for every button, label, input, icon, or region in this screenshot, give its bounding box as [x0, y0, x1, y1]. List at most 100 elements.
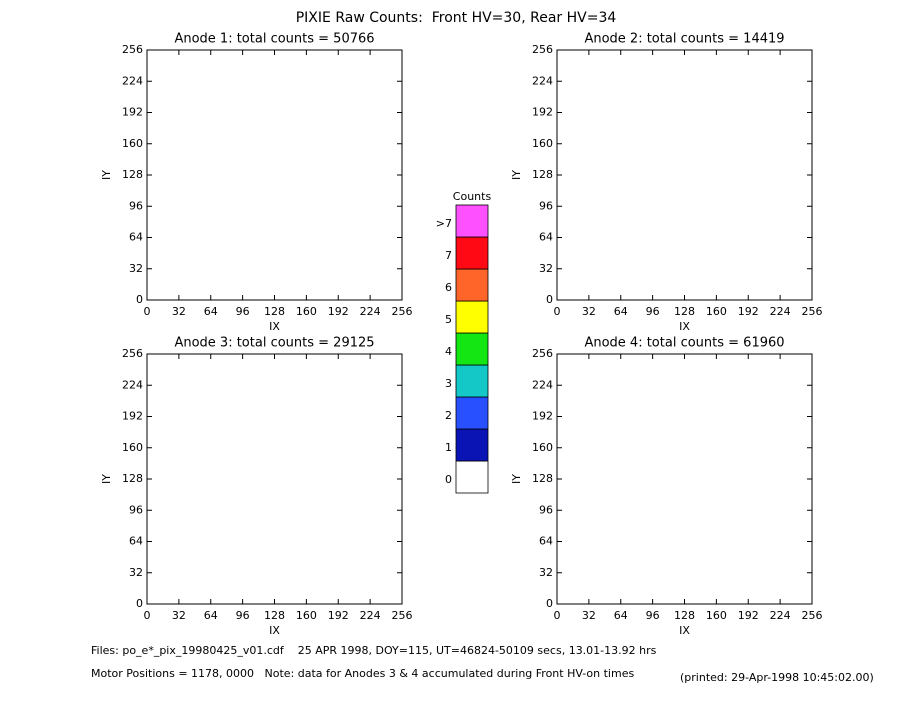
y-tick-label: 160 [532, 441, 553, 454]
y-tick-label: 128 [122, 472, 143, 485]
y-tick-label: 224 [122, 74, 143, 87]
x-tick-label: 192 [328, 609, 349, 622]
x-tick-label: 32 [582, 305, 596, 318]
x-tick-label: 224 [770, 305, 791, 318]
x-tick-label: 0 [554, 609, 561, 622]
plot-area [146, 353, 403, 605]
x-tick-label: 224 [770, 609, 791, 622]
x-axis-label: IX [679, 320, 690, 333]
y-tick-label: 96 [129, 503, 143, 516]
y-tick-label: 256 [122, 347, 143, 360]
colorbar-label: 2 [445, 409, 452, 422]
x-axis-label: IX [269, 624, 280, 637]
x-axis-label: IX [679, 624, 690, 637]
x-tick-label: 32 [172, 609, 186, 622]
y-tick-label: 192 [532, 106, 553, 119]
y-tick-label: 192 [122, 410, 143, 423]
plot-title: Anode 4: total counts = 61960 [584, 336, 784, 351]
x-tick-label: 32 [582, 609, 596, 622]
x-tick-label: 0 [144, 305, 151, 318]
y-tick-label: 64 [129, 535, 143, 548]
y-tick-label: 96 [539, 503, 553, 516]
y-tick-label: 0 [136, 597, 143, 610]
colorbar-box [455, 300, 489, 334]
x-tick-label: 128 [674, 609, 695, 622]
x-tick-label: 256 [392, 609, 413, 622]
y-tick-label: 64 [539, 535, 553, 548]
y-axis-label: IY [510, 474, 523, 484]
x-tick-label: 160 [296, 609, 317, 622]
x-tick-label: 224 [360, 305, 381, 318]
x-tick-label: 128 [264, 609, 285, 622]
x-tick-label: 256 [802, 305, 823, 318]
y-tick-label: 128 [122, 168, 143, 181]
colorbar-title: Counts [453, 190, 492, 203]
x-tick-label: 192 [738, 305, 759, 318]
colorbar-box [455, 204, 489, 238]
colorbar-box [455, 364, 489, 398]
y-tick-label: 224 [532, 74, 553, 87]
x-tick-label: 128 [674, 305, 695, 318]
y-axis-label: IY [100, 474, 113, 484]
y-tick-label: 160 [122, 137, 143, 150]
plot-area [556, 49, 813, 301]
colorbar-box [455, 268, 489, 302]
colorbar-box [455, 460, 489, 494]
y-tick-label: 32 [539, 262, 553, 275]
x-tick-label: 192 [328, 305, 349, 318]
x-tick-label: 160 [296, 305, 317, 318]
y-tick-label: 128 [532, 472, 553, 485]
x-tick-label: 96 [236, 609, 250, 622]
colorbar-label: 1 [445, 441, 452, 454]
y-tick-label: 64 [539, 231, 553, 244]
y-tick-label: 96 [539, 199, 553, 212]
x-tick-label: 64 [614, 609, 628, 622]
y-tick-label: 128 [532, 168, 553, 181]
y-tick-label: 0 [136, 293, 143, 306]
plot-title: Anode 3: total counts = 29125 [174, 336, 374, 351]
y-tick-label: 0 [546, 597, 553, 610]
x-tick-label: 64 [204, 305, 218, 318]
colorbar-box [455, 332, 489, 366]
colorbar-box [455, 236, 489, 270]
plot-title: Anode 2: total counts = 14419 [584, 32, 784, 47]
x-axis-label: IX [269, 320, 280, 333]
y-tick-label: 0 [546, 293, 553, 306]
colorbar-label: 0 [445, 473, 452, 486]
colorbar-label: 4 [445, 345, 452, 358]
y-tick-label: 192 [532, 410, 553, 423]
colorbar-label: 3 [445, 377, 452, 390]
x-tick-label: 96 [646, 609, 660, 622]
plot-area [556, 353, 813, 605]
x-tick-label: 64 [204, 609, 218, 622]
x-tick-label: 224 [360, 609, 381, 622]
y-tick-label: 192 [122, 106, 143, 119]
y-tick-label: 224 [532, 378, 553, 391]
x-tick-label: 128 [264, 305, 285, 318]
x-tick-label: 96 [646, 305, 660, 318]
x-tick-label: 160 [706, 305, 727, 318]
colorbar-box [455, 428, 489, 462]
footer-motor: Motor Positions = 1178, 0000 Note: data … [91, 667, 634, 680]
y-tick-label: 32 [129, 566, 143, 579]
y-tick-label: 256 [532, 347, 553, 360]
y-tick-label: 224 [122, 378, 143, 391]
x-tick-label: 0 [554, 305, 561, 318]
y-tick-label: 32 [129, 262, 143, 275]
plot-title: Anode 1: total counts = 50766 [174, 32, 374, 47]
x-tick-label: 256 [802, 609, 823, 622]
x-tick-label: 160 [706, 609, 727, 622]
x-tick-label: 96 [236, 305, 250, 318]
colorbar-label: >7 [436, 217, 452, 230]
colorbar-label: 6 [445, 281, 452, 294]
y-tick-label: 256 [122, 43, 143, 56]
y-tick-label: 64 [129, 231, 143, 244]
footer-files: Files: po_e*_pix_19980425_v01.cdf 25 APR… [91, 644, 657, 657]
page-title: PIXIE Raw Counts: Front HV=30, Rear HV=3… [296, 10, 617, 26]
x-tick-label: 192 [738, 609, 759, 622]
x-tick-label: 256 [392, 305, 413, 318]
y-tick-label: 96 [129, 199, 143, 212]
x-tick-label: 64 [614, 305, 628, 318]
colorbar-label: 7 [445, 249, 452, 262]
y-tick-label: 256 [532, 43, 553, 56]
